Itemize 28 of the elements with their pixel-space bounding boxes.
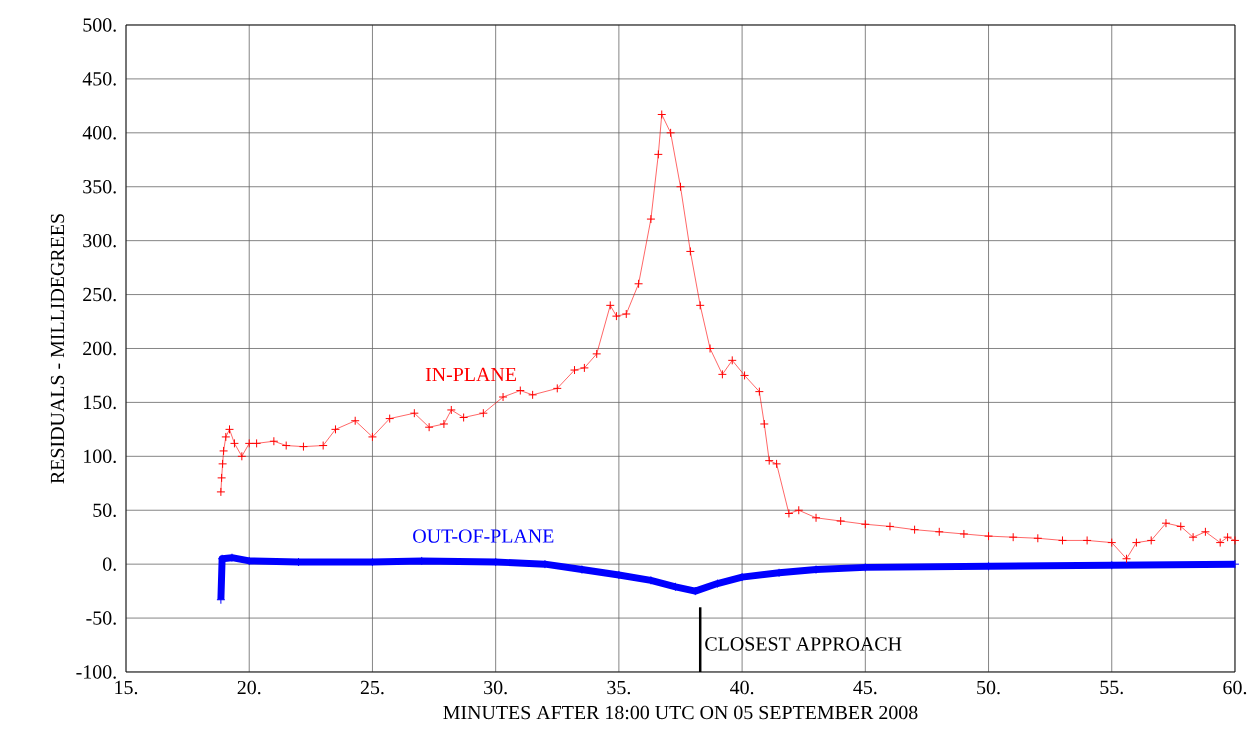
y-tick-label: 200.: [83, 341, 116, 356]
y-tick-label: 0.: [102, 557, 116, 571]
y-tick-label: 350.: [83, 179, 116, 194]
ref-line-label: CLOSEST APPROACH: [705, 637, 902, 651]
y-tick-label: 400.: [82, 126, 116, 140]
x-tick-label: 60.: [1223, 680, 1247, 695]
y-axis-title: RESIDUALS - MILLIDEGREES: [50, 214, 65, 484]
y-tick-label: 50.: [93, 503, 116, 517]
y-tick-label: -100.: [76, 665, 116, 679]
x-tick-label: 40.: [730, 680, 754, 695]
series-label: IN-PLANE: [425, 367, 516, 381]
x-tick-label: 55.: [1100, 680, 1123, 695]
x-tick-label: 15.: [115, 680, 138, 695]
x-tick-label: 30.: [484, 680, 507, 695]
x-tick-label: 25.: [360, 680, 384, 695]
y-tick-label: 100.: [84, 449, 116, 464]
y-tick-label: 150.: [84, 395, 116, 410]
x-tick-label: 45.: [853, 680, 877, 695]
y-tick-label: 300.: [83, 233, 116, 248]
x-tick-label: 20.: [237, 680, 261, 695]
x-tick-label: 50.: [977, 680, 1000, 695]
x-axis-title: MINUTES AFTER 18:00 UTC ON 05 SEPTEMBER 2008: [443, 705, 918, 720]
series-label: OUT-OF-PLANE: [413, 529, 554, 543]
y-tick-label: 250.: [83, 287, 116, 302]
y-tick-label: -50.: [86, 611, 116, 625]
y-tick-label: 450.: [82, 72, 116, 86]
x-tick-label: 35.: [607, 680, 631, 695]
y-tick-label: 500.: [83, 18, 116, 32]
